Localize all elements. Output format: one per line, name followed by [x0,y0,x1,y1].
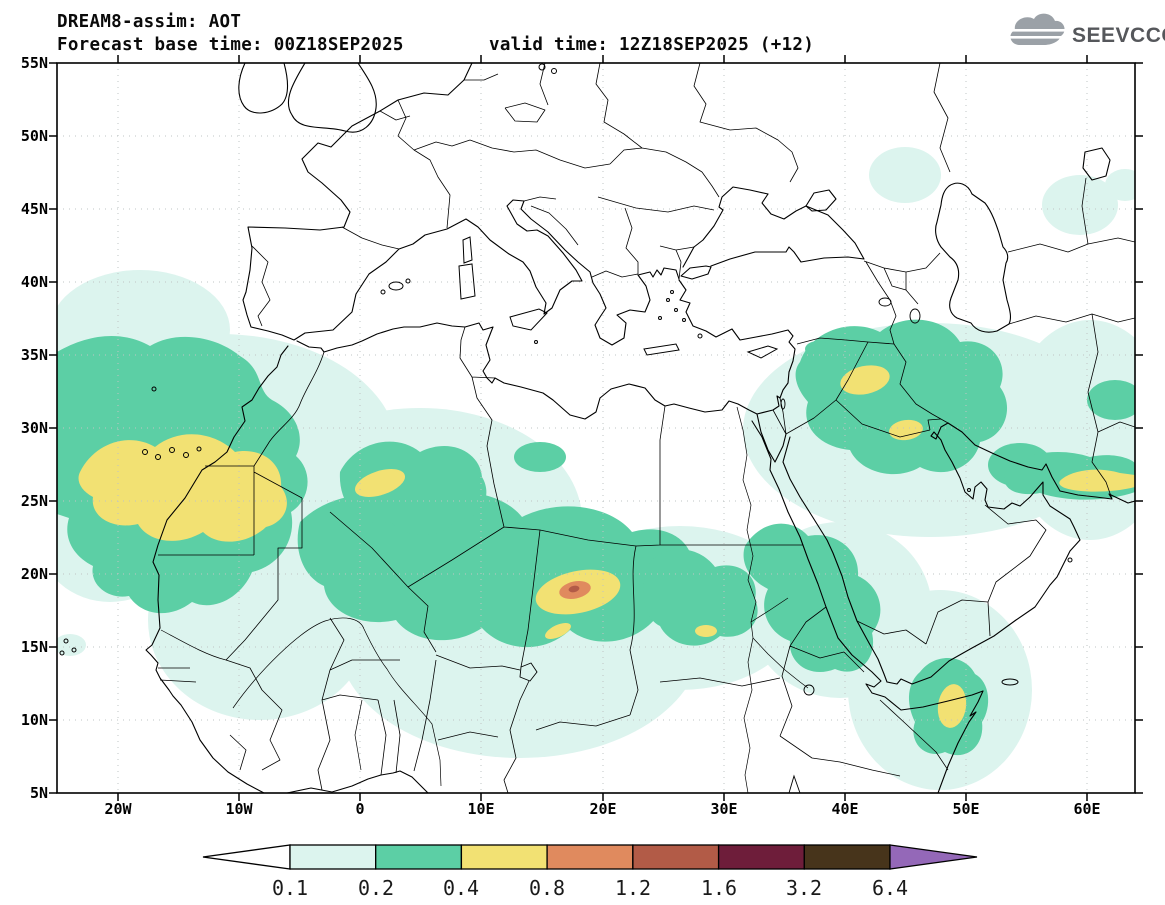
legend-segment [632,844,720,870]
seevccc-logo: SEEVCCC [1004,13,1165,47]
logo-text: SEEVCCC [1072,24,1165,47]
legend-value: 6.4 [872,876,908,900]
aot-fill-0p4-0p8 [78,365,1135,728]
lon-label: 60E [1073,800,1100,818]
header: DREAM8-assim: AOT Forecast base time: 00… [57,12,814,55]
map-area [57,63,1135,793]
lat-label: 15N [21,638,48,656]
cloud-stripe [1004,29,1066,32]
lat-label: 10N [21,711,48,729]
legend-value: 1.6 [701,876,737,900]
lon-label: 10E [467,800,494,818]
lat-label: 25N [21,492,48,510]
lat-label: 20N [21,565,48,583]
legend-arrow-left [202,844,291,870]
legend-value: 3.2 [786,876,822,900]
lat-label: 5N [30,784,48,802]
rivers [160,406,809,793]
legend-value: 0.2 [358,876,394,900]
legend-value: 0.8 [529,876,565,900]
lat-label: 30N [21,419,48,437]
lon-label: 20E [589,800,616,818]
country-borders [158,63,1135,793]
cloud-stripe [1004,36,1066,39]
valid-time: valid time: 12Z18SEP2025 (+12) [489,35,814,55]
plot-title: DREAM8-assim: AOT [57,12,241,32]
lakes [519,297,921,793]
legend-arrow-right [889,844,978,870]
legend-segment [717,844,805,870]
legend-value: 0.4 [443,876,479,900]
lon-label: 10W [225,800,253,818]
coastlines [145,63,1135,793]
lon-label: 20W [104,800,132,818]
colorbar-legend: 0.1 0.2 0.4 0.8 1.2 1.6 3.2 6.4 [202,844,978,900]
lon-label: 0 [355,800,364,818]
forecast-base-time: Forecast base time: 00Z18SEP2025 [57,35,404,55]
lon-label: 30E [710,800,737,818]
aot-fill-1p2-1p6 [568,585,580,593]
lon-label: 50E [952,800,979,818]
lat-label: 45N [21,200,48,218]
lon-axis: 20W 10W 0 10E 20E 30E 40E 50E 60E [104,800,1100,818]
lat-label: 35N [21,346,48,364]
legend-segment [803,844,891,870]
lat-label: 50N [21,127,48,145]
legend-value: 1.2 [615,876,651,900]
legend-segment [289,844,377,870]
lat-axis: 55N 50N 45N 40N 35N 30N 25N 20N 15N 10N … [21,54,48,802]
legend-value: 0.1 [272,876,308,900]
axis-ticks [49,55,1143,801]
lat-label: 40N [21,273,48,291]
legend-segment [460,844,548,870]
legend-segment [546,844,634,870]
lon-label: 40E [831,800,858,818]
legend-segment [375,844,463,870]
lat-label: 55N [21,54,48,72]
islands [59,63,1073,686]
